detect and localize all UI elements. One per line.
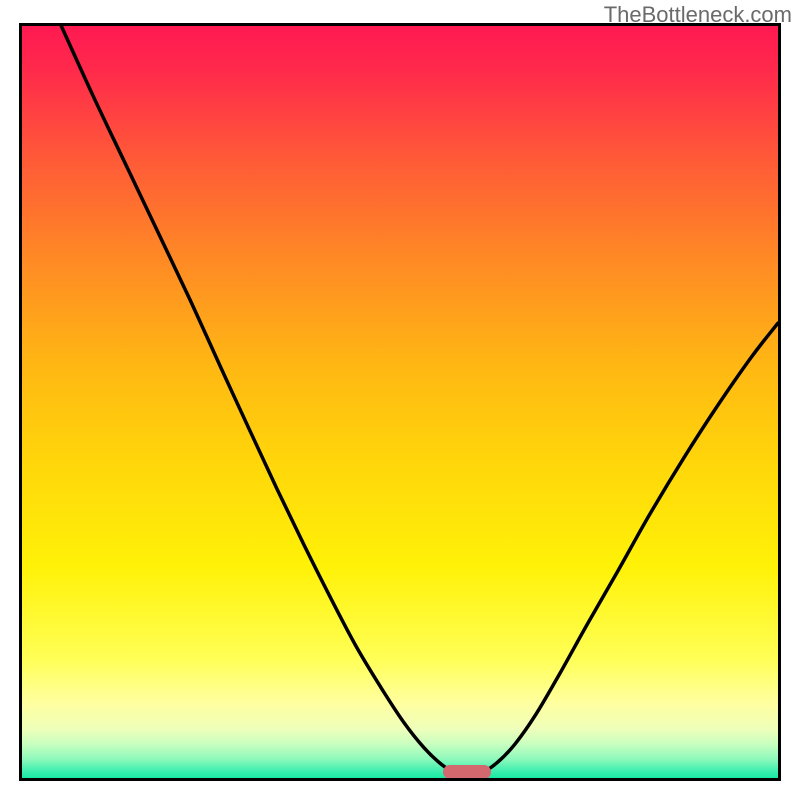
chart-container: TheBottleneck.com xyxy=(0,0,800,800)
plot-frame xyxy=(0,0,800,800)
watermark-text: TheBottleneck.com xyxy=(604,2,792,28)
